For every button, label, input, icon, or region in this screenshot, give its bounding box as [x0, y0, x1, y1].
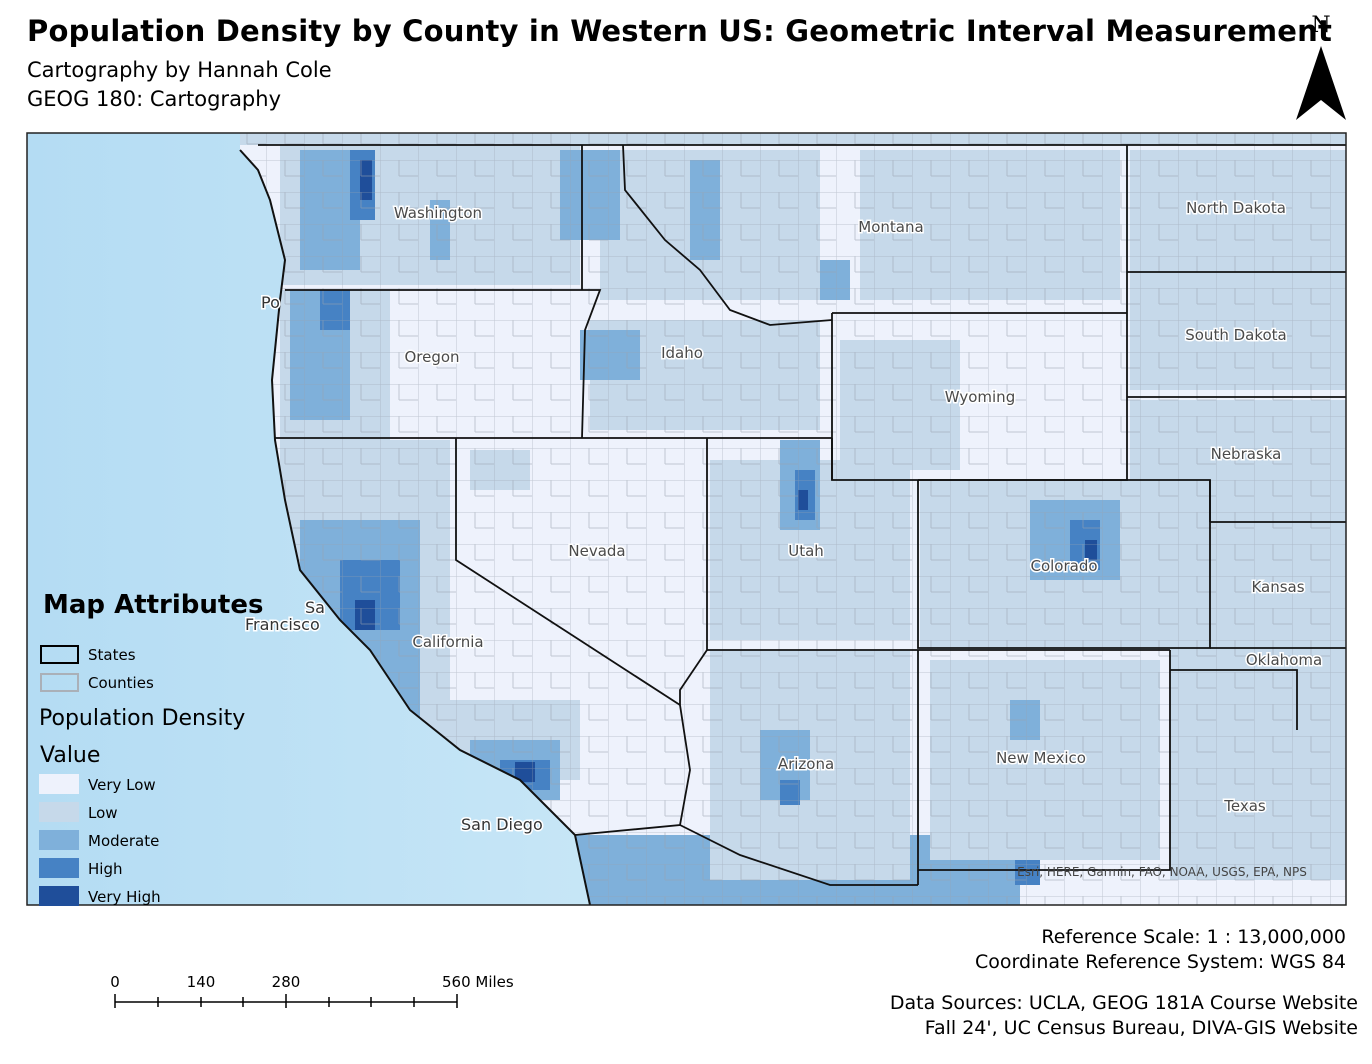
state-label: Wyoming: [945, 388, 1015, 406]
map-frame-content: [27, 133, 1346, 905]
state-label: Texas: [1223, 797, 1266, 815]
scale-label: 280: [272, 973, 301, 991]
legend-swatch: [39, 774, 79, 794]
data-sources: Data Sources: UCLA, GEOG 181A Course Web…: [889, 992, 1358, 1014]
crs: Coordinate Reference System: WGS 84: [975, 951, 1346, 973]
legend-swatch: [39, 886, 79, 906]
scale-bar: [114, 994, 458, 1008]
legend-label: States: [88, 646, 136, 664]
state-label: Idaho: [661, 344, 703, 362]
legend-label: High: [88, 860, 122, 878]
place-label: Sa: [305, 598, 325, 617]
state-label: California: [412, 633, 483, 651]
legend-swatch: [39, 830, 79, 850]
state-label: Kansas: [1251, 578, 1304, 596]
subtitle: Cartography by Hannah Cole: [27, 58, 332, 82]
state-label: Oregon: [404, 348, 459, 366]
state-label: Colorado: [1030, 557, 1097, 575]
legend-label: Very High: [88, 888, 161, 906]
state-labels: Washington Oregon Idaho Montana Wyoming …: [392, 198, 1323, 817]
place-labels: Po Sa Francisco San Diego Esri, HERE, Ga…: [244, 292, 1307, 880]
state-label: New Mexico: [996, 749, 1086, 767]
scale-label: 140: [187, 973, 216, 991]
legend-swatch: [40, 673, 79, 692]
state-label: North Dakota: [1186, 199, 1286, 217]
legend-label: Low: [88, 804, 118, 822]
data-sources: Fall 24', UC Census Bureau, DIVA-GIS Web…: [924, 1017, 1358, 1039]
reference-scale: Reference Scale: 1 : 13,000,000: [1041, 926, 1346, 948]
place-label: San Diego: [461, 815, 543, 834]
state-label: Arizona: [778, 755, 834, 773]
place-label: Po: [261, 293, 280, 312]
north-arrow-shape: [1296, 46, 1346, 120]
coastline: [239, 149, 591, 905]
attribution: Esri, HERE, Garmin, FAO, NOAA, USGS, EPA…: [1017, 865, 1307, 879]
state-label: Washington: [394, 204, 482, 222]
scale-label: 560 Miles: [442, 973, 514, 991]
north-label: N: [1311, 13, 1330, 38]
state-boundaries: [258, 144, 1346, 886]
legend-title: Map Attributes: [43, 590, 263, 620]
state-label: Oklahoma: [1246, 651, 1322, 669]
legend: Map Attributes States Counties Populatio…: [39, 590, 263, 906]
subtitle: GEOG 180: Cartography: [27, 87, 281, 111]
legend-label: Very Low: [88, 776, 156, 794]
map-frame: [26, 132, 1347, 906]
map-title: Population Density by County in Western …: [27, 14, 1333, 48]
state-label: Utah: [788, 542, 824, 560]
state-label: Nevada: [568, 542, 625, 560]
legend-classes: Very Low Low Moderate High Very High: [39, 774, 161, 906]
place-label: Francisco: [245, 615, 320, 634]
legend-label: Counties: [88, 674, 154, 692]
legend-swatch: [39, 802, 79, 822]
legend-swatch: [39, 858, 79, 878]
scale-labels: 0 140 280 560 Miles: [110, 973, 514, 991]
scale-label: 0: [110, 973, 120, 991]
legend-swatch: [40, 645, 79, 664]
north-arrow: N: [1296, 13, 1346, 120]
legend-subtitle: Population Density: [39, 706, 245, 731]
state-label: South Dakota: [1185, 326, 1287, 344]
legend-subtitle: Value: [40, 743, 100, 768]
state-label: Nebraska: [1211, 445, 1282, 463]
legend-label: Moderate: [88, 832, 159, 850]
state-label: Montana: [858, 218, 923, 236]
